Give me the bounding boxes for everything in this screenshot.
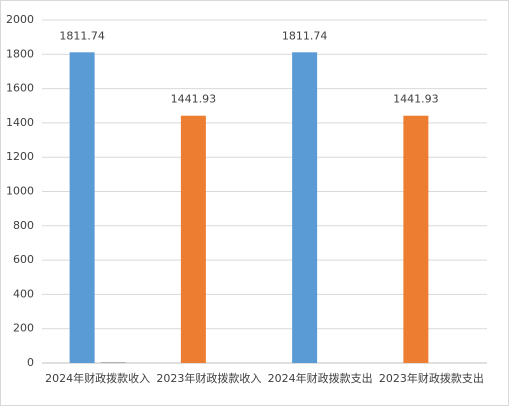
data-label: 1441.93 — [171, 93, 217, 106]
y-tick-label: 1400 — [6, 116, 34, 129]
y-tick-label: 1000 — [6, 185, 34, 198]
bar — [292, 52, 318, 363]
bar — [403, 115, 429, 363]
bar — [180, 115, 206, 363]
y-tick-label: 400 — [13, 287, 34, 300]
data-label: 1811.74 — [282, 29, 328, 42]
x-tick-label: 2023年财政拨款收入 — [156, 371, 261, 385]
y-tick-label: 600 — [13, 253, 34, 266]
y-tick-label: 1600 — [6, 82, 34, 95]
x-tick-label: 2023年财政拨款支出 — [379, 371, 484, 385]
bar — [69, 52, 95, 363]
y-tick-label: 200 — [13, 322, 34, 335]
y-tick-label: 0 — [27, 356, 34, 369]
y-tick-label: 1800 — [6, 47, 34, 60]
y-tick-label: 800 — [13, 219, 34, 232]
y-tick-label: 2000 — [6, 13, 34, 26]
bar — [100, 362, 126, 363]
data-label: 1811.74 — [59, 29, 105, 42]
x-tick-label: 2024年财政拨款收入 — [45, 371, 150, 385]
data-label: 1441.93 — [393, 93, 439, 106]
y-tick-label: 1200 — [6, 150, 34, 163]
x-tick-label: 2024年财政拨款支出 — [268, 371, 373, 385]
